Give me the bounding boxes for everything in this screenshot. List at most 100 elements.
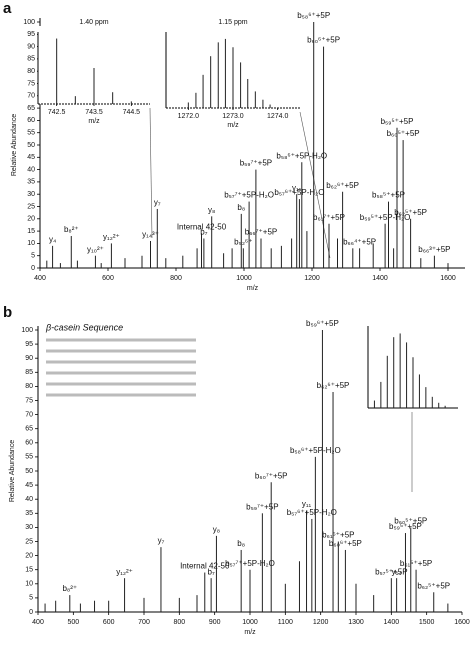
- y-tick-label: 50: [27, 142, 35, 149]
- x-tick-label: 600: [103, 619, 115, 626]
- inset-x-tick-label: 743.5: [85, 109, 103, 116]
- sequence-title: β-casein Sequence: [45, 322, 123, 332]
- inset-title: 1.15 ppm: [218, 19, 247, 26]
- y-tick-label: 60: [27, 117, 35, 124]
- x-axis-label: m/z: [244, 629, 256, 636]
- peak-label: Internal 42-50: [180, 562, 230, 571]
- peak-label: b₅₉⁵⁺+5P-H₂O: [360, 213, 411, 222]
- y-tick-label: 35: [25, 510, 33, 517]
- peak-label: y₁₄³⁺: [142, 230, 159, 239]
- peak-label: y₄: [49, 235, 56, 244]
- x-tick-label: 1600: [454, 619, 470, 626]
- x-tick-label: 1200: [304, 275, 320, 282]
- peak-label: b₅₇⁶⁺+5P-H₂O: [274, 188, 324, 197]
- y-tick-label: 40: [27, 166, 35, 173]
- peak-label: b₆₀⁵⁺+5P: [387, 129, 420, 138]
- x-axis-label: m/z: [247, 285, 259, 292]
- y-tick-label: 45: [25, 482, 33, 489]
- y-tick-label: 80: [27, 68, 35, 75]
- x-tick-label: 800: [173, 619, 185, 626]
- peak-label: b₈: [237, 203, 245, 212]
- x-tick-label: 1400: [372, 275, 388, 282]
- peak-label: b₆₆⁴⁺+5P: [343, 237, 376, 246]
- y-tick-label: 65: [27, 105, 35, 112]
- x-tick-label: 1400: [384, 619, 400, 626]
- y-tick-label: 15: [27, 228, 35, 235]
- peak-label: b₅₂⁶⁺: [234, 237, 252, 246]
- inset-title: 1.40 ppm: [79, 19, 108, 26]
- y-tick-label: 90: [27, 43, 35, 50]
- y-tick-label: 85: [27, 56, 35, 63]
- y-tick-label: 25: [27, 203, 35, 210]
- y-tick-label: 5: [31, 253, 35, 260]
- inset-x-label: m/z: [227, 122, 239, 129]
- peak-label: b₅₉⁵⁺+5P: [381, 117, 414, 126]
- peak-label: y₁₄: [392, 567, 402, 576]
- y-tick-label: 85: [25, 369, 33, 376]
- x-tick-label: 1300: [348, 619, 364, 626]
- y-tick-label: 10: [25, 581, 33, 588]
- peak-label: b₅₈⁶⁺+5P-H₂O: [290, 446, 341, 455]
- inset-pointer: [299, 111, 331, 259]
- y-tick-label: 65: [25, 426, 33, 433]
- inset-x-tick-label: 1273.0: [222, 113, 244, 120]
- peak-label: b₆₀⁷⁺+5P: [255, 471, 288, 480]
- panel-label: b: [3, 304, 12, 321]
- y-tick-label: 20: [27, 216, 35, 223]
- y-tick-label: 55: [25, 454, 33, 461]
- inset-x-tick-label: 1274.0: [267, 113, 289, 120]
- inset-x-tick-label: 742.5: [48, 109, 66, 116]
- x-tick-label: 900: [209, 619, 221, 626]
- y-tick-label: 30: [27, 191, 35, 198]
- peak-label: b₅₈⁶⁺+5P-H₂O: [276, 151, 327, 160]
- y-tick-label: 80: [25, 383, 33, 390]
- y-tick-label: 0: [31, 265, 35, 272]
- y-tick-label: 50: [25, 468, 33, 475]
- peak-label: b₅₇⁵⁺+5P: [375, 567, 407, 576]
- x-tick-label: 1600: [440, 275, 456, 282]
- peak-label: b₈²⁺: [64, 225, 79, 234]
- y-tick-label: 70: [27, 93, 35, 100]
- peak-label: b₅₈⁶⁺+5P: [297, 11, 330, 20]
- peak-label: b₆₀⁶⁺+5P: [329, 539, 362, 548]
- peak-label: b₅₇⁷⁺+5P-H₂O: [225, 559, 275, 568]
- peak-label: b₆₁⁵⁺+5P: [400, 559, 432, 568]
- y-tick-label: 100: [21, 327, 33, 334]
- x-tick-label: 1000: [242, 619, 258, 626]
- x-tick-label: 700: [138, 619, 150, 626]
- peak-label: y₁₂²⁺: [116, 567, 133, 576]
- x-tick-label: 600: [102, 275, 114, 282]
- peak-label: b₆₆⁷⁺+5P: [245, 228, 277, 237]
- panel-label: a: [3, 0, 12, 17]
- x-tick-label: 1500: [419, 619, 435, 626]
- sequence-box: [46, 338, 196, 397]
- peak-label: y₇: [158, 536, 165, 545]
- y-tick-label: 30: [25, 524, 33, 531]
- peak-label: b₅₉⁵⁺+5P: [389, 522, 422, 531]
- y-axis-label: Relative Abundance: [9, 440, 16, 502]
- peak-label: b₅₇⁷⁺+5P-H₂O: [224, 191, 274, 200]
- y-axis-label: Relative Abundance: [11, 114, 18, 176]
- x-tick-label: 400: [32, 619, 44, 626]
- y-tick-label: 75: [27, 80, 35, 87]
- peak-label: y₈: [213, 525, 220, 534]
- peak-label: b₆₂⁶⁺+5P: [326, 181, 359, 190]
- peak-label: y₁₁: [302, 500, 312, 509]
- peak-label: b₅₉⁷⁺+5P: [240, 159, 272, 168]
- inset-x-tick-label: 744.5: [123, 109, 141, 116]
- y-tick-label: 35: [27, 179, 35, 186]
- x-tick-label: 400: [34, 275, 46, 282]
- peak-label: b₆₂⁵⁺+5P: [417, 581, 450, 590]
- peak-label: y₇: [154, 198, 161, 207]
- peak-label: b₈²⁺: [62, 584, 77, 593]
- y-tick-label: 100: [23, 19, 35, 26]
- y-tick-label: 10: [27, 240, 35, 247]
- y-tick-label: 70: [25, 411, 33, 418]
- peak-label: y₁₁: [292, 183, 302, 192]
- peak-label: b₆₀⁶⁺+5P: [307, 36, 340, 45]
- y-tick-label: 90: [25, 355, 33, 362]
- y-tick-label: 0: [29, 609, 33, 616]
- y-tick-label: 95: [27, 31, 35, 38]
- x-tick-label: 500: [67, 619, 79, 626]
